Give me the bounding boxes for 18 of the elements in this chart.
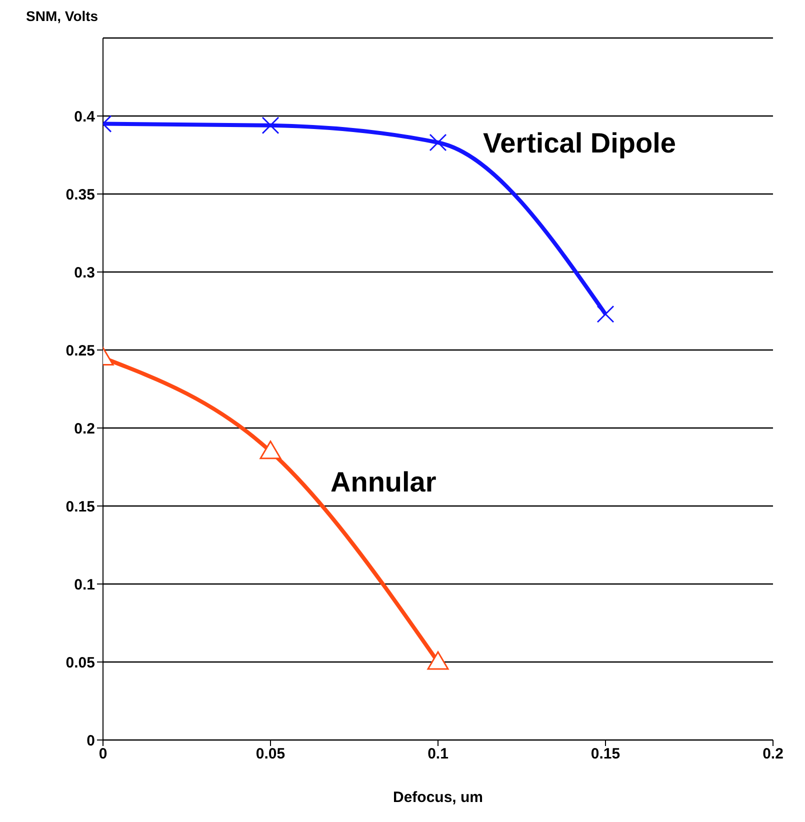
x-tick-label: 0.1 [428, 746, 448, 763]
y-tick-label: 0.05 [66, 654, 95, 672]
series-label: Vertical Dipole [483, 128, 676, 159]
y-tick-label: 0.2 [74, 420, 95, 438]
y-tick-label: 0.4 [74, 108, 96, 126]
x-tick-label: 0.2 [762, 746, 784, 763]
y-axis-title: SNM, Volts [25, 8, 100, 26]
series-label: Annular [330, 466, 436, 498]
x-tick-label: 0 [98, 746, 108, 763]
x-tick-label: 0.15 [590, 746, 620, 763]
x-tick-label: 0.05 [256, 746, 286, 763]
y-tick-label: 0 [86, 732, 95, 750]
y-tick-label: 0.3 [74, 264, 95, 282]
y-tick-label: 0.35 [66, 186, 95, 204]
y-tick-label: 0.15 [66, 498, 95, 516]
y-tick-label: 0.25 [66, 342, 95, 360]
y-tick-label: 0.1 [74, 576, 95, 594]
x-axis-title: Defocus, um [392, 789, 484, 806]
